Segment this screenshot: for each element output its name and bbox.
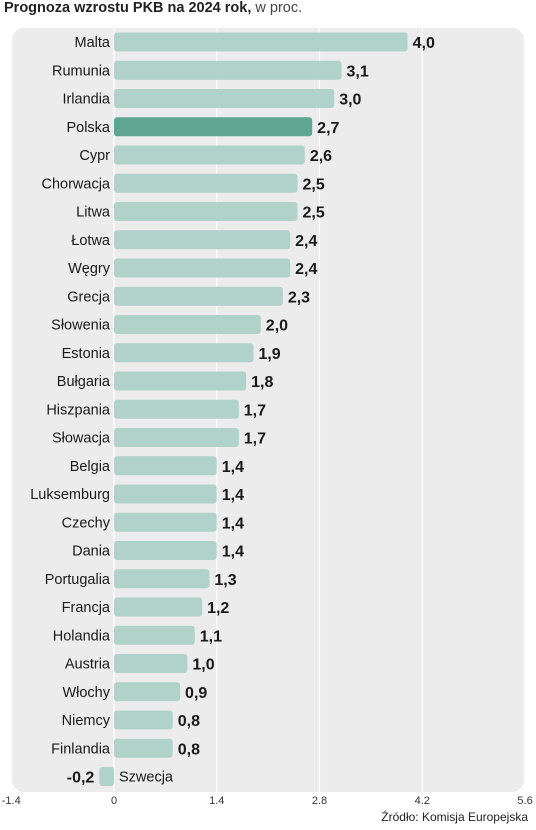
category-label: Finlandia <box>51 741 111 757</box>
bar <box>114 738 173 758</box>
bar <box>114 484 217 504</box>
bar <box>114 428 239 447</box>
x-tick-label: 5.6 <box>517 795 532 807</box>
category-label: Węgry <box>68 261 111 277</box>
category-label: Dania <box>72 544 111 560</box>
category-label: Cypr <box>79 148 110 164</box>
category-label: Niemcy <box>62 713 111 729</box>
category-label: Bułgaria <box>57 374 111 390</box>
value-label: 2,4 <box>295 261 317 278</box>
bar <box>114 315 261 334</box>
bar <box>114 569 210 589</box>
bar <box>114 173 298 193</box>
x-tick-label: 0 <box>111 795 117 807</box>
bar <box>114 230 291 250</box>
value-label: 2,6 <box>310 148 332 165</box>
bar <box>114 89 335 108</box>
value-label: 1,4 <box>222 544 244 561</box>
chart-title: Prognoza wzrostu PKB na 2024 rok, w proc… <box>4 0 302 16</box>
category-label: Chorwacja <box>42 176 111 192</box>
value-label: 0,8 <box>178 713 200 730</box>
bar <box>114 654 188 673</box>
value-label: 0,9 <box>185 685 207 702</box>
category-label: Polska <box>66 120 110 136</box>
x-tick-label: 4.2 <box>415 795 430 807</box>
value-label: 2,0 <box>266 318 288 335</box>
x-tick-label: 1.4 <box>209 795 224 807</box>
bar <box>99 767 114 786</box>
bar <box>114 710 173 730</box>
category-label: Francja <box>62 600 111 616</box>
category-label: Estonia <box>62 346 111 362</box>
bar <box>114 202 298 221</box>
chart-title-main: Prognoza wzrostu PKB na 2024 rok, <box>4 0 252 16</box>
bar <box>114 541 217 560</box>
category-label: Irlandia <box>62 92 110 108</box>
category-label: Włochy <box>62 685 110 701</box>
bar <box>114 597 203 617</box>
bar <box>114 682 181 702</box>
category-label: Rumunia <box>52 63 111 79</box>
value-label: 1,4 <box>222 459 244 476</box>
bar <box>114 512 217 532</box>
value-label: 2,3 <box>288 289 310 306</box>
value-label: 1,7 <box>244 431 266 448</box>
value-label: 1,7 <box>244 402 266 419</box>
source-note: Źródło: Komisja Europejska <box>381 810 528 824</box>
bar <box>114 145 305 165</box>
x-tick-label: -1.4 <box>2 795 21 807</box>
value-label: 3,1 <box>347 63 369 80</box>
x-tick-label: 2.8 <box>312 795 327 807</box>
category-label: Austria <box>65 657 111 673</box>
category-label: Słowenia <box>51 318 111 334</box>
bar <box>114 60 342 80</box>
category-label: Grecja <box>67 289 111 305</box>
value-label: 1,2 <box>207 600 229 617</box>
category-label: Łotwa <box>71 233 111 249</box>
value-label: 1,4 <box>222 515 244 532</box>
category-label: Czechy <box>62 515 111 531</box>
category-label: Luksemburg <box>30 487 110 503</box>
bar <box>114 456 217 476</box>
value-label: 4,0 <box>413 35 435 52</box>
bar <box>114 371 247 391</box>
value-label: 3,0 <box>339 92 361 109</box>
category-label: Szwecja <box>119 770 174 786</box>
value-label: 2,5 <box>303 176 325 193</box>
value-label: 2,4 <box>295 233 317 250</box>
category-label: Portugalia <box>45 572 111 588</box>
bar <box>114 343 254 363</box>
bar <box>114 258 291 278</box>
value-label: -0,2 <box>67 770 95 787</box>
value-label: 1,9 <box>258 346 280 363</box>
category-label: Hiszpania <box>46 402 111 418</box>
value-label: 1,4 <box>222 487 244 504</box>
value-label: 1,8 <box>251 374 273 391</box>
value-label: 1,1 <box>200 628 222 645</box>
value-label: 1,3 <box>214 572 236 589</box>
bar <box>114 625 195 645</box>
bar <box>114 32 408 52</box>
chart-title-unit: w proc. <box>255 0 303 16</box>
value-label: 0,8 <box>178 741 200 758</box>
bar <box>114 286 283 306</box>
value-label: 2,7 <box>317 120 339 137</box>
category-label: Malta <box>75 35 111 51</box>
category-label: Holandia <box>53 628 111 644</box>
value-label: 1,0 <box>192 657 214 674</box>
bar <box>114 399 239 419</box>
bar <box>114 117 313 137</box>
category-label: Litwa <box>76 205 111 221</box>
category-label: Belgia <box>70 459 111 475</box>
category-label: Słowacja <box>52 431 111 447</box>
value-label: 2,5 <box>303 205 325 222</box>
